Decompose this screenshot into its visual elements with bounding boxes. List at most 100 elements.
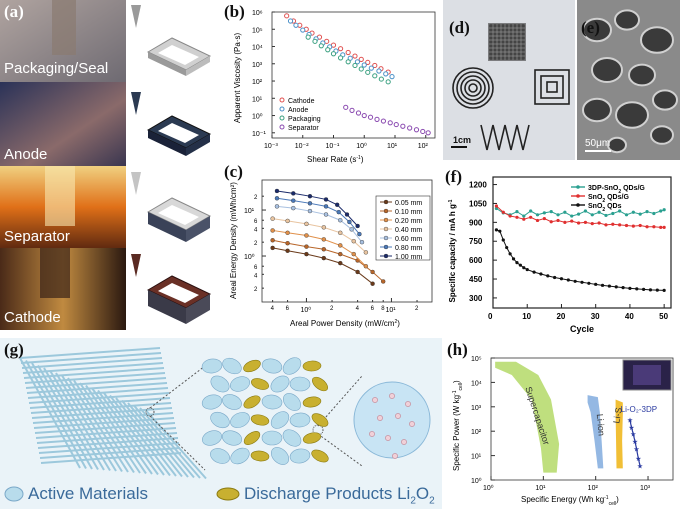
- lattice-line: [40, 452, 182, 464]
- zigzag-electrode: [480, 124, 530, 151]
- data-point: [529, 209, 533, 213]
- legend-label: 0.60 mm: [395, 236, 422, 243]
- data-point: [566, 278, 570, 282]
- data-point: [522, 214, 526, 218]
- data-point: [334, 202, 340, 207]
- y-tick-label: 10³: [471, 405, 482, 412]
- data-point: [635, 287, 639, 291]
- data-point: [338, 218, 343, 223]
- lattice-line: [115, 397, 177, 477]
- active-particle: [282, 429, 302, 447]
- data-point: [604, 223, 608, 227]
- y-tick-label: 10¹: [252, 96, 263, 103]
- data-point: [590, 222, 594, 226]
- data-point-packaging: [358, 66, 364, 72]
- x-tick-label: 10⁻²: [295, 143, 309, 150]
- discharge-particle: [302, 396, 322, 408]
- x-axis-label-sup: 2: [394, 319, 397, 325]
- data-point-packaging: [365, 69, 371, 75]
- data-point: [529, 215, 533, 219]
- y-tick-label: 10⁻¹: [252, 131, 266, 138]
- panel-d-photo: 1cm: [443, 0, 575, 160]
- panel-b: 10⁻³ 10⁻² 10⁻¹ 10⁰ 10¹ 10² 10⁻¹ 10⁰ 10¹ 10² 10³ 10⁴…: [220, 0, 442, 168]
- data-point: [570, 219, 574, 223]
- legend-marker: [383, 217, 389, 223]
- data-point: [535, 218, 540, 223]
- data-point: [359, 239, 365, 245]
- data-point: [645, 225, 649, 229]
- data-point: [624, 223, 629, 228]
- x-tick-label: 10: [522, 312, 531, 321]
- data-point: [498, 229, 502, 233]
- plot-frame: [261, 179, 433, 303]
- data-point: [618, 223, 622, 227]
- y-tick-label: 10³: [252, 62, 263, 69]
- discharge-particle: [250, 414, 270, 426]
- legend-label: 1.00 mm: [395, 254, 422, 261]
- data-point: [321, 255, 326, 261]
- x-axis-label: Specific Energy (Wh kg-1cell): [521, 495, 619, 507]
- data-point: [323, 204, 329, 209]
- data-point-packaging: [372, 73, 378, 79]
- x-axis-label: Areal Power Density (mW/cm2): [290, 319, 400, 328]
- data-point: [563, 220, 567, 224]
- data-point: [338, 230, 343, 235]
- series-line: [496, 229, 665, 291]
- data-point: [518, 263, 522, 267]
- x-minor-label: 2: [330, 306, 334, 312]
- x-axis-label: Shear Rate (s-1): [307, 155, 364, 164]
- data-point: [363, 264, 369, 269]
- data-point-separator: [425, 130, 431, 136]
- active-particle: [289, 376, 311, 392]
- x-tick-label: 10⁰: [356, 142, 367, 150]
- x-tick-label: 40: [625, 312, 634, 321]
- y-axis-label-sub: cell: [458, 383, 464, 391]
- active-particle: [270, 411, 290, 429]
- pore-dot: [392, 453, 398, 459]
- data-point: [274, 204, 280, 209]
- data-point-star: ★: [627, 417, 633, 425]
- legend-label-sub: 2: [602, 198, 605, 204]
- x-minor-label: 8: [381, 306, 385, 312]
- data-point: [662, 225, 666, 229]
- discharge-particle: [302, 432, 322, 444]
- data-point-anode: [383, 71, 389, 77]
- sem-pore: [615, 101, 649, 129]
- lattice-line: [103, 392, 165, 476]
- data-point-anode: [293, 22, 299, 28]
- y-tick-label: 10⁴: [252, 45, 263, 52]
- y-axis-label: Specific Power (W kg-1cell): [452, 380, 464, 471]
- lattice-line: [121, 399, 183, 478]
- y-tick-label: 10⁶: [252, 10, 263, 17]
- active-particle: [229, 376, 251, 392]
- data-point: [357, 231, 362, 237]
- region-label-li-s: Li-S: [611, 407, 624, 425]
- x-axis-label-suffix: ): [616, 495, 619, 504]
- panel-g-label: (g): [4, 340, 24, 359]
- x-tick-label: 10⁻¹: [325, 143, 339, 150]
- panel-a-label: (a): [4, 2, 24, 21]
- data-point: [522, 266, 526, 270]
- region-supercapacitor: [495, 361, 560, 473]
- data-point: [618, 209, 622, 213]
- data-point: [539, 272, 543, 276]
- discharge-particle: [302, 360, 322, 372]
- series-line: [272, 218, 367, 253]
- lattice-line: [139, 407, 201, 479]
- data-point: [652, 225, 656, 229]
- lattice-line: [97, 389, 159, 476]
- legend-marker: [383, 199, 389, 205]
- data-point: [515, 215, 519, 219]
- y-minor-label: 2: [254, 241, 258, 247]
- active-particle: [222, 394, 242, 410]
- x-minor-label: 4: [356, 306, 360, 312]
- legend-marker: [383, 253, 389, 259]
- data-point: [494, 206, 499, 211]
- data-point: [659, 225, 663, 229]
- chart-f: 0 10 20 30 40 50 300 450 600 750 900 1050 1200 Cycle S…: [448, 176, 672, 334]
- data-point: [370, 281, 375, 286]
- series-line: [276, 205, 363, 243]
- series-line: [272, 247, 373, 285]
- data-point-separator: [355, 110, 362, 116]
- data-point: [381, 279, 386, 284]
